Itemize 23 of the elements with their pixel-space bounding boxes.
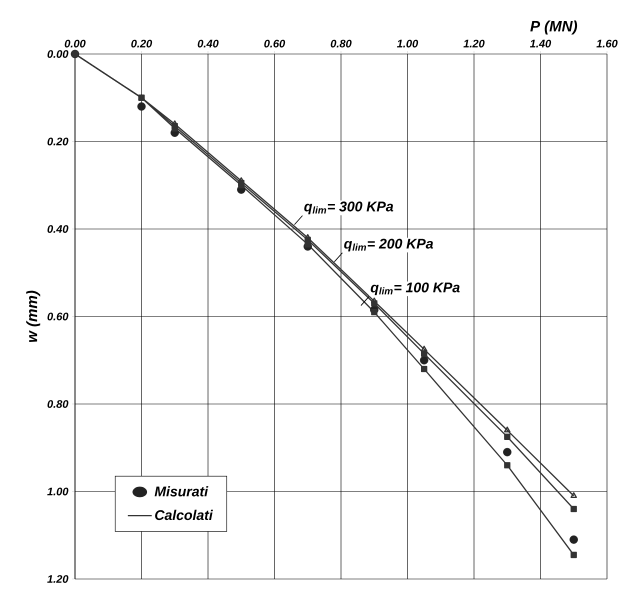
x-tick-label: 1.00 xyxy=(396,40,418,48)
x-tick-label: 0.40 xyxy=(198,40,219,48)
y-tick-label: 0.00 xyxy=(48,50,68,58)
x-tick-label: 0.20 xyxy=(131,40,152,48)
legend-label: Misurati xyxy=(154,486,208,496)
x-axis-title: P (MN) xyxy=(530,20,578,34)
x-tick-label: 0.80 xyxy=(330,40,352,48)
x-tick-label: 1.40 xyxy=(530,40,552,48)
y-tick-label: 1.00 xyxy=(47,488,68,496)
y-tick-label: 0.60 xyxy=(48,312,68,320)
annotation: q$_{lim}$= 200 KPa xyxy=(344,238,434,252)
annotation: q$_{lim}$= 300 KPa xyxy=(304,202,394,214)
legend-label: Calcolati xyxy=(155,510,213,520)
y-tick-label: 0.40 xyxy=(48,225,68,233)
x-tick-label: 1.20 xyxy=(463,40,485,48)
annotation: q$_{lim}$= 100 KPa xyxy=(370,282,460,296)
y-tick-label: 1.20 xyxy=(47,575,68,583)
y-axis-title: w (mm) xyxy=(26,290,40,342)
y-tick-label: 0.20 xyxy=(48,138,68,146)
y-tick-label: 0.80 xyxy=(48,400,68,408)
x-tick-label: 0.60 xyxy=(264,40,286,48)
x-tick-label: 1.60 xyxy=(596,40,618,48)
x-tick-label: 0.00 xyxy=(64,40,86,48)
